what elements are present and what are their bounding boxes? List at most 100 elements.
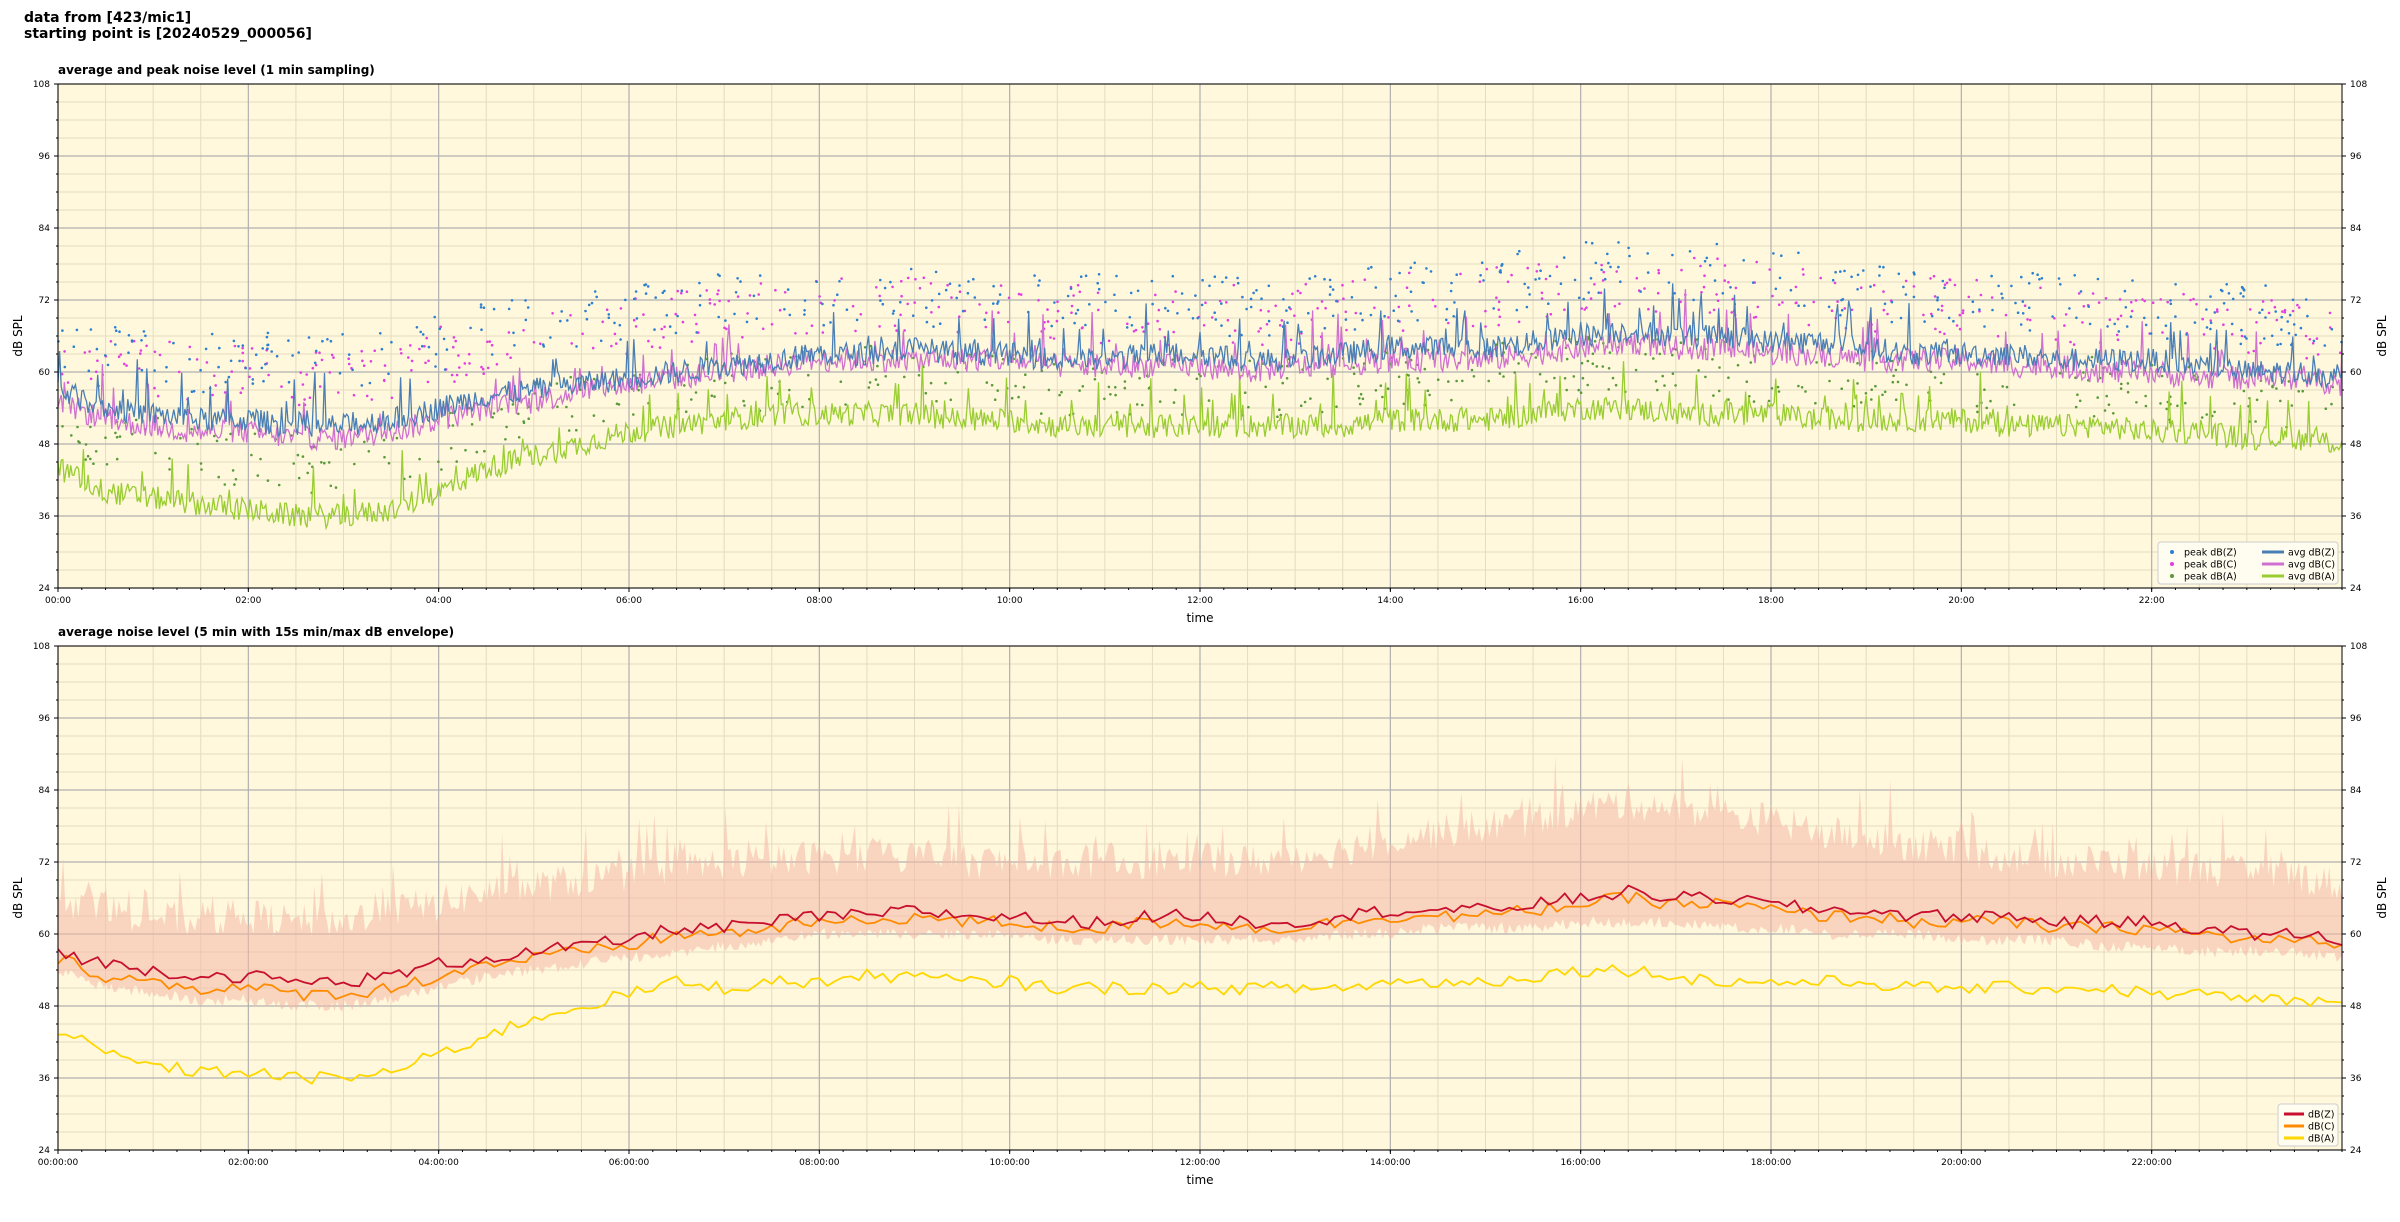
peak-point	[748, 294, 752, 297]
peak-point	[408, 475, 412, 479]
peak-point	[332, 356, 335, 359]
peak-point	[1513, 371, 1516, 374]
peak-point	[1281, 381, 1284, 385]
peak-point	[509, 356, 512, 360]
peak-point	[1329, 285, 1332, 289]
peak-point	[153, 386, 156, 390]
peak-point	[2124, 306, 2128, 309]
peak-point	[2205, 308, 2208, 311]
peak-point	[2075, 316, 2078, 320]
peak-point	[265, 335, 269, 339]
peak-point	[1278, 408, 1281, 412]
peak-point	[233, 483, 236, 486]
peak-point	[1975, 278, 1978, 282]
peak-point	[241, 359, 244, 363]
peak-point	[2107, 403, 2111, 407]
peak-point	[845, 308, 849, 311]
peak-point	[736, 277, 739, 280]
peak-point	[855, 318, 859, 322]
y-tick-label-right: 36	[2350, 1074, 2362, 1084]
peak-point	[1563, 308, 1566, 311]
peak-point	[500, 408, 503, 411]
peak-point	[1374, 389, 1378, 392]
peak-point	[584, 309, 587, 313]
legend-label: peak dB(Z)	[2184, 548, 2237, 559]
y-tick-label-right: 84	[2350, 224, 2362, 234]
legend-label: avg dB(C)	[2288, 560, 2335, 571]
x-tick-label: 12:00:00	[1180, 1158, 1221, 1168]
peak-point	[1383, 314, 1386, 318]
peak-point	[1247, 405, 1250, 409]
peak-point	[1890, 300, 1894, 304]
peak-point	[2160, 374, 2164, 378]
peak-point	[717, 289, 720, 292]
peak-point	[1052, 337, 1056, 340]
peak-point	[1894, 368, 1898, 372]
peak-point	[241, 387, 244, 390]
peak-point	[1936, 296, 1939, 299]
peak-point	[1882, 265, 1885, 269]
peak-point	[512, 331, 515, 335]
peak-point	[1535, 270, 1539, 273]
peak-point	[1654, 310, 1658, 313]
peak-point	[2144, 323, 2148, 327]
peak-point	[2105, 394, 2108, 398]
peak-point	[637, 388, 640, 392]
peak-point	[1976, 410, 1979, 414]
peak-point	[2255, 398, 2259, 402]
peak-point	[188, 345, 192, 349]
peak-point	[83, 351, 87, 354]
peak-point	[1614, 383, 1618, 387]
peak-point	[1812, 300, 1815, 304]
peak-point	[2087, 305, 2090, 308]
peak-point	[188, 357, 191, 361]
peak-point	[1882, 290, 1885, 293]
peak-point	[1591, 362, 1595, 366]
peak-point	[1727, 376, 1730, 380]
peak-point	[318, 351, 321, 355]
peak-point	[1264, 385, 1267, 389]
peak-point	[1267, 310, 1270, 313]
peak-point	[997, 311, 1000, 314]
peak-point	[1056, 300, 1059, 304]
peak-point	[1359, 312, 1362, 315]
peak-point	[1912, 295, 1916, 299]
peak-point	[1461, 379, 1464, 383]
peak-point	[803, 309, 806, 312]
peak-point	[360, 384, 364, 387]
legend-marker	[2170, 574, 2174, 578]
legend-label: dB(A)	[2308, 1134, 2334, 1145]
peak-point	[1280, 319, 1284, 322]
peak-point	[1097, 273, 1101, 276]
peak-point	[2068, 307, 2071, 310]
peak-point	[2020, 275, 2023, 279]
x-tick-label: 14:00	[1377, 596, 1403, 606]
peak-point	[2216, 310, 2219, 313]
peak-point	[491, 416, 494, 419]
peak-point	[115, 435, 119, 439]
peak-point	[1547, 302, 1550, 305]
y-tick-label: 36	[39, 512, 51, 522]
peak-point	[1608, 351, 1612, 354]
peak-point	[1708, 263, 1712, 267]
peak-point	[2119, 314, 2123, 318]
peak-point	[1661, 374, 1664, 378]
peak-point	[383, 455, 386, 459]
peak-point	[838, 280, 841, 283]
peak-point	[665, 314, 669, 317]
y-tick-label-right: 84	[2350, 786, 2362, 796]
peak-point	[510, 299, 514, 302]
peak-point	[513, 344, 516, 347]
peak-point	[463, 362, 467, 365]
peak-point	[177, 370, 181, 374]
peak-point	[1129, 291, 1133, 295]
peak-point	[1141, 403, 1144, 407]
peak-point	[670, 297, 673, 301]
peak-point	[1545, 380, 1548, 383]
peak-point	[470, 423, 474, 426]
peak-point	[1718, 366, 1721, 369]
peak-point	[2312, 339, 2316, 343]
peak-point	[2330, 402, 2333, 406]
peak-point	[452, 345, 455, 349]
peak-point	[1047, 388, 1051, 392]
